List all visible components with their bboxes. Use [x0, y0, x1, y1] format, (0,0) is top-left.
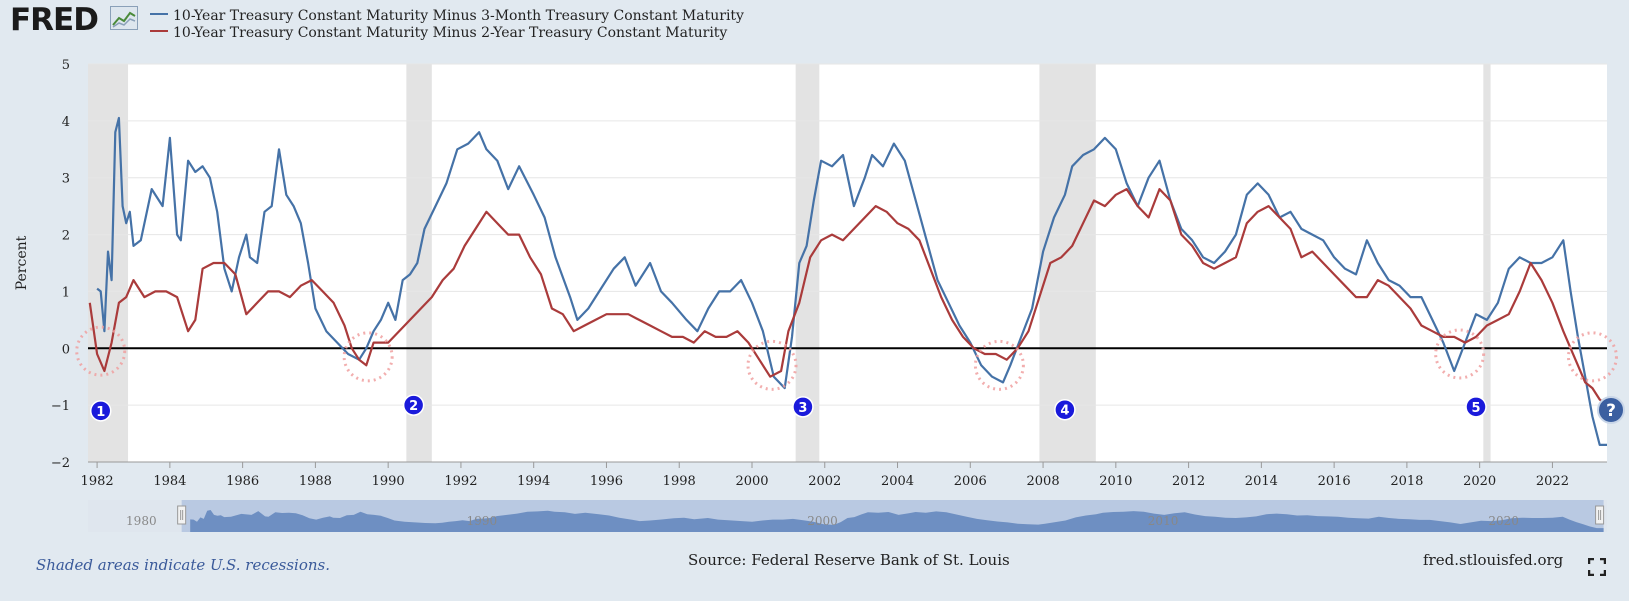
- marker-2: 2: [402, 394, 425, 416]
- navigator-labels: 1980 1990 2000 2010 2020: [126, 514, 1519, 528]
- x-tick-label: 2014: [1245, 474, 1278, 489]
- number-markers: 1 2 3 4 5: [89, 394, 1487, 422]
- marker-circle: [1465, 396, 1487, 418]
- help-icon[interactable]: ?: [1597, 396, 1625, 424]
- x-tick-label: 2008: [1027, 474, 1060, 489]
- marker-3: 3: [792, 396, 814, 418]
- marker-label: 5: [1471, 401, 1480, 416]
- inversion-circle: [1566, 331, 1618, 383]
- x-tick-label: 1982: [81, 474, 114, 489]
- inversion-circle: [973, 339, 1025, 391]
- x-tick-label: 1992: [444, 474, 477, 489]
- marker-label: 4: [1060, 404, 1069, 419]
- plot-area: [88, 64, 1607, 462]
- navigator-area: [190, 510, 1604, 532]
- marker-circle: [402, 394, 425, 416]
- y-axis-label: Percent: [14, 235, 30, 290]
- range-navigator[interactable]: 1980 1990 2000 2010 2020: [88, 500, 1607, 532]
- x-tick-label: 2004: [881, 474, 914, 489]
- marker-label: 3: [798, 401, 807, 416]
- navigator-label: 2010: [1148, 514, 1179, 528]
- legend-swatch-2y: [150, 30, 168, 32]
- marker-circle: [1054, 398, 1076, 421]
- navigator-label: 2020: [1488, 514, 1519, 528]
- marker-1: 1: [89, 400, 112, 422]
- x-tick-label: 2000: [735, 474, 768, 489]
- inversion-circle: [746, 339, 798, 391]
- y-tick-label: 1: [62, 285, 70, 300]
- legend-label-2y: 10-Year Treasury Constant Maturity Minus…: [173, 25, 728, 41]
- y-tick-label: −2: [51, 456, 70, 471]
- line-chart-icon: [110, 6, 138, 30]
- marker-label: 2: [409, 399, 418, 414]
- inversion-circles: [75, 325, 1618, 391]
- handle-grip: [1595, 505, 1605, 525]
- inversion-circle: [342, 331, 394, 383]
- x-tick-label: 1986: [226, 474, 259, 489]
- y-tick-label: 2: [62, 229, 70, 244]
- x-tick-label: 1988: [299, 474, 332, 489]
- header: FRED 10-Year Treasury Constant Maturity …: [0, 0, 1629, 60]
- y-axis: −2 −1 0 1 2 3 4 5: [51, 58, 70, 471]
- legend-label-3m: 10-Year Treasury Constant Maturity Minus…: [173, 8, 744, 24]
- inversion-circle: [75, 325, 127, 377]
- site-url[interactable]: fred.stlouisfed.org: [1423, 551, 1564, 569]
- marker-circle: [89, 400, 112, 422]
- navigator-label: 2000: [807, 514, 838, 528]
- marker-5: 5: [1465, 396, 1487, 418]
- legend-item-3m[interactable]: 10-Year Treasury Constant Maturity Minus…: [150, 8, 744, 24]
- inversion-circle: [1434, 328, 1486, 380]
- y-tick-label: 3: [62, 172, 70, 187]
- navigator-handle-left[interactable]: [177, 505, 187, 525]
- series-layer: [88, 116, 1608, 446]
- x-tick-label: 2006: [954, 474, 987, 489]
- y-tick-label: 4: [62, 115, 70, 130]
- x-tick-label: 2002: [808, 474, 841, 489]
- navigator-label: 1990: [467, 514, 498, 528]
- x-tick-label: 2016: [1318, 474, 1351, 489]
- y-tick-label: −1: [51, 399, 70, 414]
- recession-band: [1483, 64, 1491, 462]
- marker-label: 1: [96, 405, 105, 420]
- legend-swatch-3m: [150, 13, 168, 15]
- series-line-10y-minus-3m: [96, 116, 1607, 446]
- x-tick-label: 2012: [1172, 474, 1205, 489]
- x-tick-label: 2020: [1463, 474, 1496, 489]
- x-tick-label: 1998: [663, 474, 696, 489]
- x-tick-label: 1984: [153, 474, 186, 489]
- recession-band: [1039, 64, 1096, 462]
- x-tick-label: 1990: [372, 474, 405, 489]
- handle-grip: [177, 505, 187, 525]
- x-tick-label: 2010: [1099, 474, 1132, 489]
- series-line-10y-minus-2y: [88, 188, 1608, 406]
- source-text: Source: Federal Reserve Bank of St. Loui…: [688, 551, 1010, 569]
- navigator-label: 1980: [126, 514, 157, 528]
- y-tick-label: 5: [62, 58, 70, 73]
- x-tick-label: 2018: [1390, 474, 1423, 489]
- x-tick-label: 1994: [517, 474, 550, 489]
- marker-4: 4: [1054, 398, 1076, 421]
- x-tick-label: 2022: [1536, 474, 1569, 489]
- svg-text:?: ?: [1606, 401, 1616, 421]
- x-axis: 1982 1984 1986 1988 1990 1992 1994 1996 1998 2000…: [81, 461, 1607, 489]
- y-tick-label: 0: [62, 342, 70, 357]
- fred-logo[interactable]: FRED: [10, 2, 99, 38]
- recession-note: Shaded areas indicate U.S. recessions.: [36, 556, 330, 574]
- recession-band: [795, 64, 820, 462]
- marker-circle: [792, 396, 814, 418]
- legend-item-2y[interactable]: 10-Year Treasury Constant Maturity Minus…: [150, 25, 727, 41]
- fullscreen-icon[interactable]: [1588, 558, 1606, 576]
- x-tick-label: 1996: [590, 474, 623, 489]
- navigator-handle-right[interactable]: [1595, 505, 1605, 525]
